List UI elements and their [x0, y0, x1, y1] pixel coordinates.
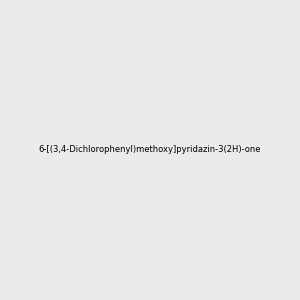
- Text: 6-[(3,4-Dichlorophenyl)methoxy]pyridazin-3(2H)-one: 6-[(3,4-Dichlorophenyl)methoxy]pyridazin…: [39, 146, 261, 154]
